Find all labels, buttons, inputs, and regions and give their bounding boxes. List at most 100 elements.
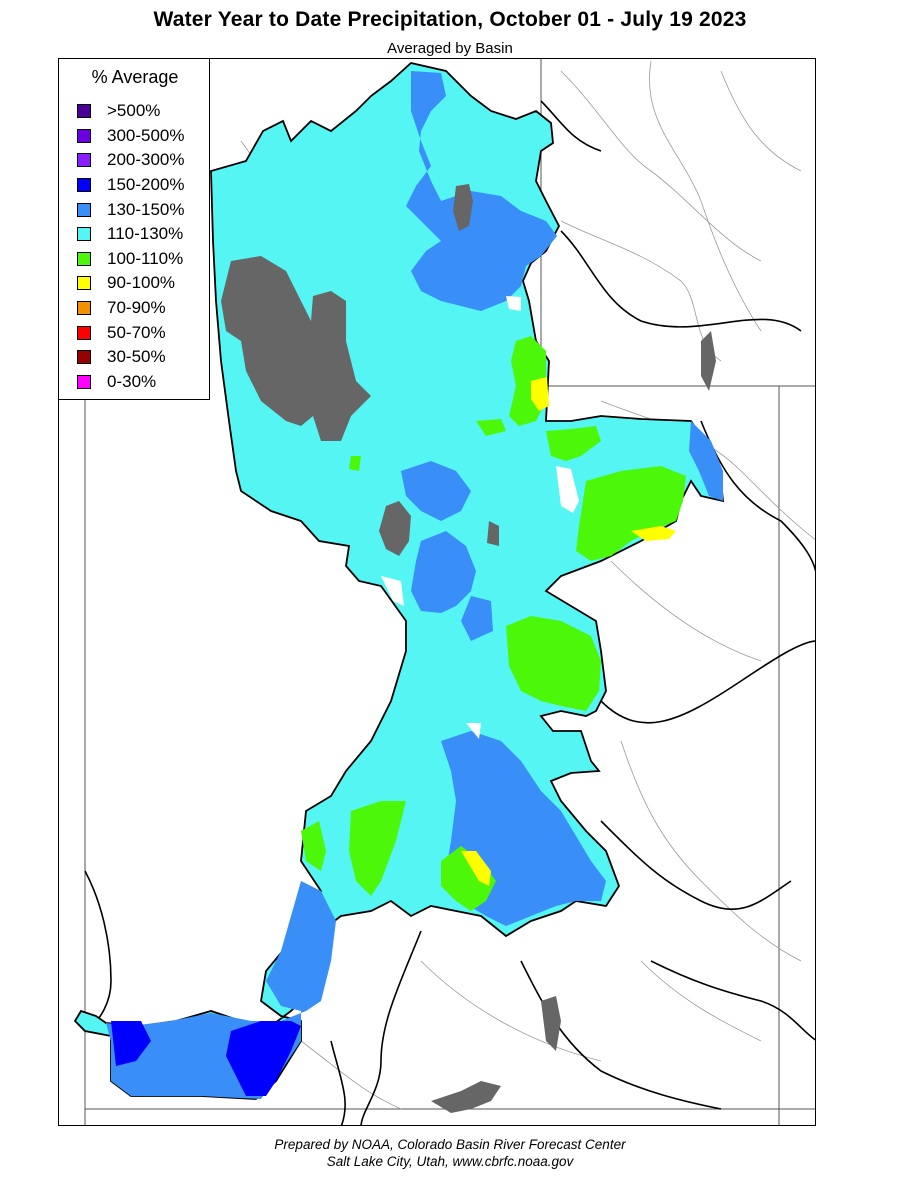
map-frame	[58, 58, 816, 1126]
region-90-100-south	[461, 851, 491, 886]
legend-swatch	[77, 374, 91, 389]
lakes	[221, 184, 716, 1113]
credit-line-2: Salt Lake City, Utah, www.cbrfc.noaa.gov	[326, 1154, 574, 1169]
basin-outline	[600, 640, 815, 724]
basin-outlines	[84, 100, 815, 1125]
basin-outline	[520, 960, 722, 1110]
region-130-150-center2	[411, 531, 476, 613]
legend-item: 300-500%	[77, 124, 185, 149]
legend-label: >500%	[107, 101, 161, 121]
bear-lake	[453, 184, 473, 231]
precipitation-map	[73, 59, 815, 1125]
river-line	[420, 960, 602, 1062]
regions-100-110	[301, 336, 686, 911]
river-line	[649, 60, 762, 332]
river-line	[640, 960, 762, 1042]
legend-label: 0-30%	[107, 371, 157, 391]
basin-outline	[560, 230, 802, 332]
legend-label: 30-50%	[107, 347, 166, 367]
legend-item: 150-200%	[77, 173, 185, 198]
basin-outline	[650, 960, 815, 1041]
gap-white	[556, 466, 579, 513]
regions-90-100	[461, 377, 676, 886]
region-100-110-east2	[506, 616, 601, 711]
river-line	[610, 560, 762, 662]
basin-outline	[330, 1040, 346, 1125]
basin-outline	[540, 100, 602, 152]
lake-small-east	[487, 521, 499, 546]
river-line	[560, 220, 722, 362]
white-gaps	[381, 296, 579, 739]
region-130-150-center	[401, 461, 471, 521]
region-90-100-east	[631, 526, 676, 541]
reservoir-east	[701, 331, 716, 391]
legend-item: 110-130%	[77, 222, 185, 247]
legend-label: 300-500%	[107, 125, 185, 145]
legend-label: 90-100%	[107, 273, 176, 293]
legend-label: 70-90%	[107, 298, 166, 318]
region-100-110-east	[576, 466, 686, 561]
region-100-110-mideast	[546, 426, 601, 461]
legend-item: >500%	[77, 99, 185, 124]
legend-swatch	[77, 350, 91, 365]
region-100-110-south	[349, 801, 406, 896]
legend-item: 50-70%	[77, 320, 185, 345]
region-130-150-mid	[461, 596, 493, 641]
region-130-150-southwest	[106, 881, 336, 1099]
legend-item: 0-30%	[77, 370, 185, 395]
great-salt-lake	[221, 256, 371, 441]
region-90-100-northeast	[531, 377, 549, 411]
region-100-110-south2	[301, 821, 326, 871]
region-130-150-north	[406, 71, 557, 311]
region-150-200-southwest	[111, 1021, 151, 1066]
map-title: Water Year to Date Precipitation, Octobe…	[153, 8, 747, 31]
legend-swatch	[77, 104, 91, 119]
gap-white	[466, 723, 481, 739]
gap-white	[506, 296, 521, 311]
river-line	[720, 70, 802, 172]
region-100-110-south3	[441, 846, 496, 911]
legend-swatch	[77, 153, 91, 168]
region-130-150-east	[689, 421, 723, 501]
river-line	[600, 400, 815, 540]
legend-item: 200-300%	[77, 148, 185, 173]
region-100-110-north	[349, 456, 361, 471]
lake-powell	[431, 1081, 501, 1113]
legend-item: 90-100%	[77, 271, 185, 296]
legend-label: 150-200%	[107, 175, 185, 195]
river-line	[300, 1040, 402, 1110]
legend-label: 50-70%	[107, 322, 166, 342]
legend-label: 200-300%	[107, 150, 185, 170]
river-line	[560, 70, 762, 262]
map-subtitle: Averaged by Basin	[387, 40, 513, 57]
legend-swatch	[77, 251, 91, 266]
credit-line-1: Prepared by NOAA, Colorado Basin River F…	[274, 1137, 626, 1152]
utah-lake	[379, 501, 411, 556]
region-150-200-southwest2	[226, 1021, 301, 1096]
reservoir-south	[541, 996, 561, 1051]
legend-item: 100-110%	[77, 247, 185, 272]
regions-150-200	[111, 1021, 301, 1096]
legend-swatch	[77, 227, 91, 242]
legend-swatch	[77, 325, 91, 340]
river-line	[620, 740, 802, 962]
basin-outline	[700, 420, 815, 572]
legend-label: 130-150%	[107, 199, 185, 219]
legend-label: 100-110%	[107, 248, 184, 268]
gap-white	[381, 576, 404, 606]
legend-swatch	[77, 202, 91, 217]
basin-outline	[600, 820, 792, 911]
legend-item: 70-90%	[77, 296, 185, 321]
legend-swatch	[77, 128, 91, 143]
legend-list: >500% 300-500% 200-300% 150-200% 130-150% 110…	[77, 99, 185, 394]
basin-outline	[84, 870, 112, 1032]
legend-swatch	[77, 178, 91, 193]
region-100-110-mid	[476, 419, 506, 436]
credit: Prepared by NOAA, Colorado Basin River F…	[0, 1136, 900, 1170]
legend-title: % Average	[91, 67, 179, 87]
legend-label: 110-130%	[107, 224, 184, 244]
legend: % Average >500% 300-500% 200-300% 150-200% 1…	[58, 58, 210, 400]
basin-outline	[360, 930, 422, 1125]
legend-item: 30-50%	[77, 345, 185, 370]
legend-item: 130-150%	[77, 197, 185, 222]
